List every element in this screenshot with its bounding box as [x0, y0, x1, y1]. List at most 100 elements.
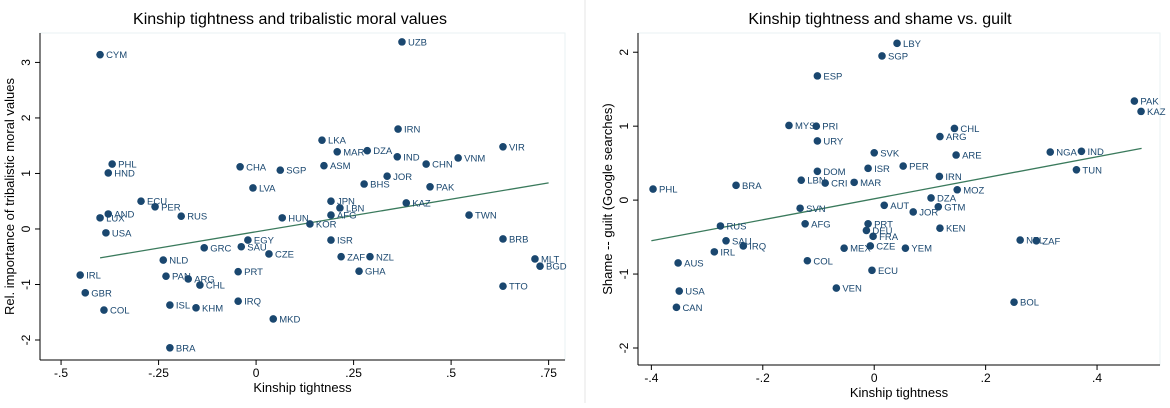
- point-label: NLD: [169, 256, 188, 267]
- point: [159, 256, 168, 264]
- point-label: IRN: [404, 125, 421, 136]
- point-label: ECU: [147, 197, 167, 208]
- point: [393, 153, 402, 161]
- y-tick-label: 1: [617, 123, 631, 130]
- y-tick-label: -2: [19, 334, 33, 345]
- point: [236, 162, 244, 171]
- point-label: CYM: [106, 50, 127, 61]
- point-label: ARE: [962, 151, 982, 162]
- fit-line: [99, 182, 549, 259]
- point: [878, 52, 886, 60]
- point-label: CHL: [960, 124, 979, 135]
- point: [96, 50, 104, 59]
- point-label: RUS: [726, 222, 746, 233]
- point-label: COL: [110, 306, 130, 317]
- point: [426, 182, 434, 191]
- point: [269, 315, 278, 323]
- point-label: IND: [403, 152, 420, 163]
- point: [927, 194, 935, 202]
- point-label: AUT: [890, 201, 909, 212]
- point-label: LBN: [346, 203, 365, 214]
- point-label: JPN: [337, 197, 355, 208]
- point-label: DZA: [373, 146, 393, 157]
- point: [162, 272, 170, 280]
- point: [716, 222, 725, 230]
- point: [901, 244, 910, 252]
- point-label: SVN: [806, 204, 826, 215]
- y-tick-label: -2: [617, 342, 631, 353]
- point-label: DZA: [937, 193, 957, 204]
- point-label: ZAF: [1042, 236, 1060, 247]
- point: [102, 229, 110, 237]
- point: [499, 143, 507, 151]
- point: [166, 343, 174, 352]
- chart-title: Kinship tightness and tribalistic moral …: [133, 11, 447, 28]
- y-axis-title: Rel. importance of tribalistic moral val…: [2, 78, 17, 315]
- point-label: BHS: [370, 180, 390, 191]
- point: [868, 266, 876, 275]
- point: [234, 267, 242, 276]
- point-label: VNM: [464, 153, 485, 164]
- point-label: IND: [1087, 147, 1104, 158]
- point-label: MLT: [541, 254, 559, 265]
- point: [813, 167, 822, 176]
- point: [244, 236, 252, 244]
- point-label: TTO: [509, 282, 528, 293]
- x-tick-label: .5: [446, 366, 456, 380]
- point-label: IRN: [945, 172, 962, 183]
- x-axis-title: Kinship tightness: [253, 380, 352, 395]
- point: [1032, 236, 1041, 245]
- point-label: PAK: [436, 182, 455, 193]
- point-label: JOR: [393, 172, 412, 183]
- point: [1077, 147, 1086, 156]
- point-label: AFG: [337, 211, 357, 222]
- point-label: NGA: [1056, 148, 1077, 159]
- point: [81, 289, 90, 297]
- x-tick-label: .4: [1092, 371, 1102, 385]
- point: [953, 185, 962, 194]
- point-label: KAZ: [1147, 107, 1166, 118]
- point-label: ARG: [194, 274, 215, 285]
- point-label: DOM: [823, 167, 845, 178]
- point: [880, 201, 889, 210]
- point: [1046, 148, 1055, 156]
- point: [151, 202, 159, 211]
- point-label: CHL: [206, 281, 225, 292]
- x-tick-label: .75: [540, 366, 557, 380]
- point-label: LKA: [328, 136, 347, 147]
- point-label: YEM: [911, 244, 932, 255]
- point: [722, 236, 730, 245]
- point-label: NZL: [376, 252, 394, 263]
- point: [674, 259, 682, 267]
- point-label: BOL: [1020, 298, 1039, 309]
- point: [1072, 165, 1081, 174]
- point: [327, 197, 335, 206]
- point-label: MAR: [860, 178, 881, 189]
- point: [196, 281, 204, 289]
- point-label: BRB: [509, 234, 529, 245]
- point: [327, 236, 335, 244]
- point-label: COL: [813, 256, 833, 267]
- point: [96, 214, 104, 222]
- point: [360, 180, 368, 188]
- point-label: LVA: [259, 183, 276, 194]
- point-label: KHM: [202, 303, 223, 314]
- point-label: CAN: [682, 303, 702, 314]
- point-label: ARG: [946, 132, 967, 143]
- point: [1130, 97, 1139, 105]
- point: [536, 262, 544, 270]
- point-label: PER: [161, 202, 181, 213]
- point-label: MYS: [795, 121, 816, 132]
- point-label: VEN: [842, 284, 862, 295]
- point: [337, 252, 345, 261]
- point-label: KEN: [946, 224, 966, 235]
- point-label: CRI: [831, 179, 847, 190]
- point-label: AND: [114, 210, 134, 221]
- point: [465, 211, 473, 219]
- point: [840, 244, 848, 252]
- point-label: FRA: [879, 232, 899, 243]
- x-tick-label: 0: [871, 371, 878, 385]
- point-label: MKD: [279, 314, 300, 325]
- point: [265, 250, 273, 258]
